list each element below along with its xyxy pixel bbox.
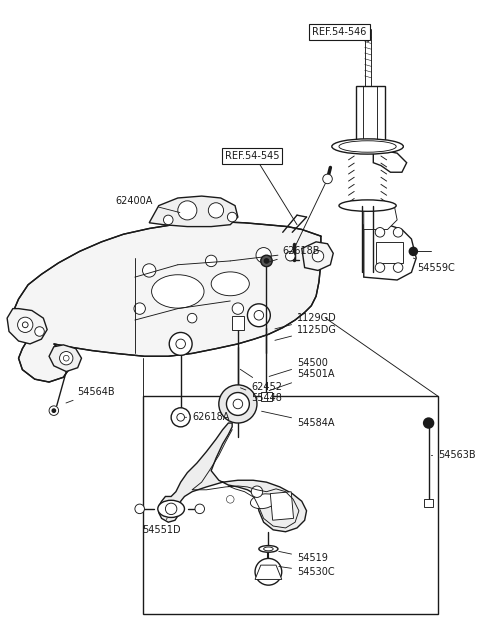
Polygon shape [149,196,238,227]
Bar [376,242,403,263]
Circle shape [63,355,69,361]
Text: 55448: 55448 [240,388,282,403]
Circle shape [247,304,270,327]
Circle shape [228,213,237,222]
Circle shape [169,333,192,355]
Circle shape [205,256,217,266]
Ellipse shape [158,500,184,517]
Circle shape [255,559,282,585]
Circle shape [135,504,144,514]
Text: 54530C: 54530C [279,566,335,577]
Ellipse shape [259,546,278,552]
Bar [232,317,244,329]
Polygon shape [7,309,47,344]
Text: REF.54-545: REF.54-545 [225,151,279,161]
Circle shape [35,327,44,336]
Bar [270,492,294,520]
Circle shape [323,174,332,184]
Circle shape [51,408,56,413]
Circle shape [256,248,271,263]
Circle shape [261,256,272,266]
Circle shape [176,339,185,349]
Circle shape [195,504,204,514]
Ellipse shape [152,275,204,308]
Text: 54551D: 54551D [143,518,181,535]
Circle shape [232,303,244,315]
Text: 54501A: 54501A [269,369,335,390]
Circle shape [60,352,73,365]
Circle shape [227,392,249,415]
Circle shape [187,313,197,323]
Circle shape [393,263,403,272]
Circle shape [286,252,295,261]
Circle shape [219,385,257,423]
Text: 54564B: 54564B [66,386,115,403]
Polygon shape [159,423,307,532]
Circle shape [254,311,264,320]
Polygon shape [49,345,82,372]
Ellipse shape [251,494,277,508]
Text: 62452: 62452 [240,369,282,392]
Ellipse shape [332,139,403,154]
Circle shape [18,317,33,333]
Circle shape [375,227,385,237]
Text: 62400A: 62400A [116,196,180,213]
Text: 62618A: 62618A [185,412,229,422]
Circle shape [49,406,59,415]
Circle shape [208,203,224,218]
Polygon shape [302,242,333,270]
Circle shape [134,303,145,315]
Circle shape [393,227,403,237]
Circle shape [143,264,156,277]
Text: 54559C: 54559C [413,258,455,273]
Text: 54584A: 54584A [262,412,335,428]
Text: 54563B: 54563B [432,451,476,460]
Circle shape [171,408,190,427]
Text: 54500: 54500 [269,358,328,376]
Circle shape [177,413,184,421]
Circle shape [233,399,243,409]
Bar [356,87,385,144]
Bar [261,392,272,401]
Text: 1129GD: 1129GD [275,313,337,329]
Circle shape [312,250,324,262]
Polygon shape [364,225,416,280]
Ellipse shape [264,547,273,551]
Circle shape [408,247,418,256]
Circle shape [23,322,28,327]
Text: REF.54-546: REF.54-546 [312,27,367,37]
Circle shape [264,258,269,264]
Circle shape [251,486,263,498]
Circle shape [164,215,173,225]
Polygon shape [373,148,407,172]
Polygon shape [364,205,397,229]
Bar [424,499,433,507]
Polygon shape [255,565,282,580]
Circle shape [227,496,234,503]
Ellipse shape [211,272,249,296]
Circle shape [166,503,177,515]
Ellipse shape [339,200,396,211]
Text: 54519: 54519 [279,551,328,564]
Polygon shape [13,222,321,382]
Text: 62618B: 62618B [269,247,320,262]
Text: 1125DG: 1125DG [275,325,337,340]
Circle shape [423,417,434,429]
Bar [143,396,438,614]
Ellipse shape [339,141,396,152]
Circle shape [178,201,197,220]
Circle shape [375,263,385,272]
